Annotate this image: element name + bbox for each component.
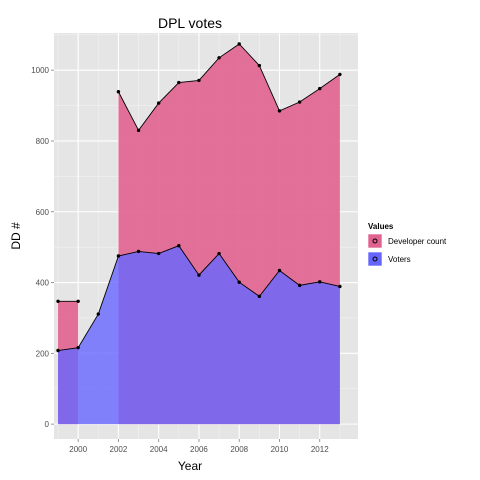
areas xyxy=(58,43,340,425)
point-voters-2001 xyxy=(96,312,100,316)
legend-item-voters: Voters xyxy=(367,251,411,267)
point-voters-2005 xyxy=(177,244,181,248)
point-developer-count-2010 xyxy=(277,109,282,113)
legend: Values Developer count Voters xyxy=(367,222,447,267)
point-developer-count-2007 xyxy=(217,56,221,60)
point-voters-2003 xyxy=(136,249,141,254)
x-tick-label-2002: 2002 xyxy=(110,445,128,454)
point-voters-2004 xyxy=(156,251,161,256)
point-developer-count-2011 xyxy=(297,100,302,104)
legend-key-developer-count xyxy=(367,233,383,249)
point-voters-2010 xyxy=(277,268,282,273)
point-developer-count-2006 xyxy=(197,78,201,83)
legend-label-developer-count: Developer count xyxy=(388,237,447,246)
point-developer-count-2013 xyxy=(338,72,342,77)
legend-key-voters xyxy=(367,251,383,267)
point-developer-count-2012 xyxy=(318,86,322,91)
point-voters-2006 xyxy=(197,273,201,277)
points xyxy=(56,42,342,353)
point-voters-2002 xyxy=(116,254,121,258)
x-axis-title: Year xyxy=(178,459,202,473)
point-developer-count-2003 xyxy=(136,128,141,133)
x-tick-label-2000: 2000 xyxy=(69,445,87,454)
area-voters-0 xyxy=(58,245,340,425)
point-voters-2012 xyxy=(318,280,322,284)
point-developer-count-2000 xyxy=(76,299,80,304)
legend-point-voters xyxy=(372,256,378,262)
point-voters-2013 xyxy=(338,284,342,289)
point-voters-2008 xyxy=(237,280,241,284)
legend-point-developer-count xyxy=(372,238,378,244)
point-voters-2000 xyxy=(76,345,80,350)
legend-item-developer-count: Developer count xyxy=(367,233,447,249)
y-tick-label-0: 0 xyxy=(45,420,50,429)
point-voters-2007 xyxy=(217,251,221,256)
chart-title: DPL votes xyxy=(158,15,222,31)
point-developer-count-2005 xyxy=(177,80,181,85)
point-voters-2009 xyxy=(257,294,262,299)
point-developer-count-2008 xyxy=(237,42,241,46)
y-tick-label-200: 200 xyxy=(36,349,50,358)
point-developer-count-2002 xyxy=(116,90,121,94)
point-developer-count-2004 xyxy=(156,101,161,105)
point-voters-2011 xyxy=(297,283,302,288)
legend-title: Values xyxy=(368,222,394,231)
x-axis: 2000 2002 2004 2006 2008 2010 2012 xyxy=(69,439,329,454)
point-developer-count-2009 xyxy=(257,63,262,68)
y-axis: 0 200 400 600 800 1000 xyxy=(31,66,54,429)
y-tick-label-800: 800 xyxy=(36,137,50,146)
point-developer-count-1999 xyxy=(56,299,60,304)
y-tick-label-400: 400 xyxy=(36,279,50,288)
y-axis-title: DD # xyxy=(9,222,23,250)
y-tick-label-600: 600 xyxy=(36,208,50,217)
line-developer-count-1 xyxy=(118,43,341,132)
legend-label-voters: Voters xyxy=(388,255,411,264)
x-tick-label-2004: 2004 xyxy=(150,445,168,454)
x-tick-label-2006: 2006 xyxy=(190,445,208,454)
x-tick-label-2010: 2010 xyxy=(271,445,289,454)
point-voters-1999 xyxy=(56,348,60,353)
x-tick-label-2012: 2012 xyxy=(311,445,329,454)
x-tick-label-2008: 2008 xyxy=(230,445,248,454)
y-tick-label-1000: 1000 xyxy=(31,66,49,75)
